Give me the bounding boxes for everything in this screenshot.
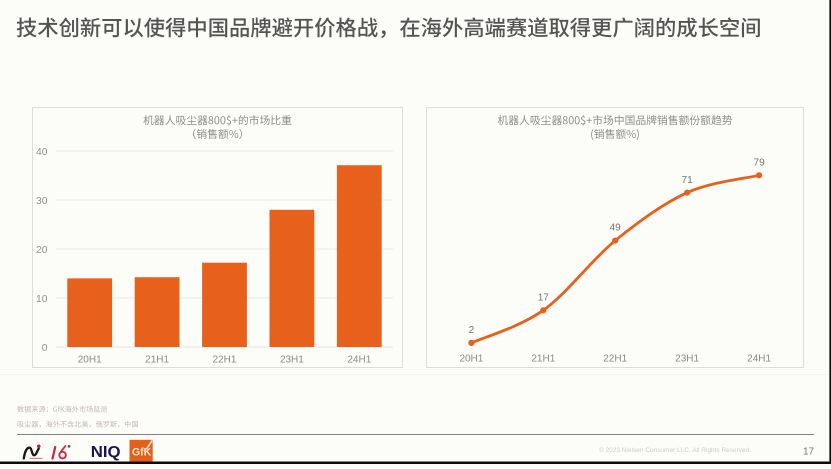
svg-text:49: 49 xyxy=(610,223,622,234)
svg-text:GfK: GfK xyxy=(132,447,151,459)
svg-text:24H1: 24H1 xyxy=(747,354,771,365)
svg-text:24H1: 24H1 xyxy=(347,354,371,365)
svg-text:22H1: 22H1 xyxy=(603,354,627,365)
svg-text:23H1: 23H1 xyxy=(280,354,304,365)
svg-text:17: 17 xyxy=(803,447,815,458)
svg-text:20: 20 xyxy=(36,245,48,256)
svg-text:NIQ: NIQ xyxy=(91,444,121,461)
svg-text:30: 30 xyxy=(36,196,48,207)
svg-text:22H1: 22H1 xyxy=(213,354,237,365)
svg-text:79: 79 xyxy=(754,157,766,168)
svg-text:0: 0 xyxy=(42,343,48,354)
svg-text:17: 17 xyxy=(538,292,550,303)
svg-text:10: 10 xyxy=(36,294,48,305)
svg-text:40: 40 xyxy=(36,147,48,158)
svg-text:20H1: 20H1 xyxy=(78,354,102,365)
svg-text:2: 2 xyxy=(469,325,475,336)
svg-text:23H1: 23H1 xyxy=(675,354,699,365)
svg-text:21H1: 21H1 xyxy=(531,354,555,365)
svg-text:20H1: 20H1 xyxy=(459,354,483,365)
svg-text:© 2023 Nielsen Consumer LLC. A: © 2023 Nielsen Consumer LLC. All Rights … xyxy=(599,446,751,454)
svg-text:21H1: 21H1 xyxy=(145,354,169,365)
svg-text:71: 71 xyxy=(682,175,694,186)
